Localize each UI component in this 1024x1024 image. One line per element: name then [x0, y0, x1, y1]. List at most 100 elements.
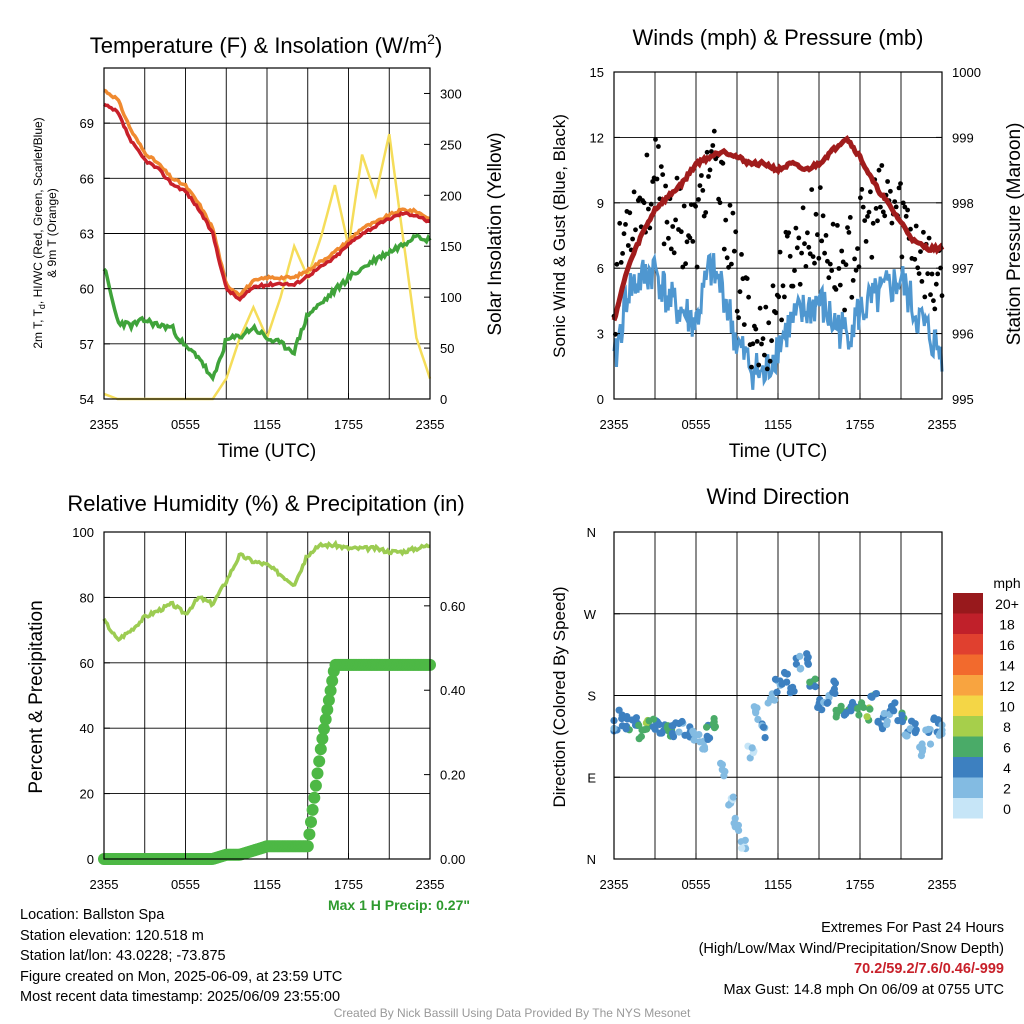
precip-point	[308, 791, 321, 804]
gust-point	[852, 256, 857, 262]
direction-point	[615, 706, 623, 714]
legend-label: 14	[999, 658, 1015, 674]
timestamp-line: Most recent data timestamp: 2025/06/09 2…	[20, 989, 341, 1005]
direction-point	[916, 743, 924, 751]
direction-point	[689, 727, 697, 735]
gust-point	[763, 304, 769, 310]
temperature-y2-tick-label: 300	[440, 86, 462, 101]
legend-label: 2	[1003, 781, 1011, 797]
gust-point	[839, 248, 845, 254]
direction-point	[717, 759, 725, 768]
direction-point	[830, 677, 838, 685]
temperature-y-axis-label-line2: & 9m T (Orange)	[45, 188, 59, 278]
gust-point	[803, 264, 809, 269]
gust-point	[696, 197, 701, 202]
gust-point	[746, 294, 751, 300]
temperature-y2-tick-label: 50	[440, 341, 454, 356]
gust-point	[779, 317, 784, 323]
direction-point	[883, 720, 891, 729]
legend-swatch	[953, 695, 983, 716]
gust-point	[658, 164, 664, 170]
latlon-line: Station lat/lon: 43.0228; -73.875	[20, 948, 226, 964]
direction-point	[880, 709, 888, 718]
gust-point	[815, 232, 820, 238]
gust-point	[630, 236, 635, 242]
max-precip-annotation: Max 1 H Precip: 0.27"	[328, 897, 470, 913]
legend-swatch	[953, 654, 983, 675]
gust-point	[694, 264, 700, 270]
direction-point	[898, 711, 906, 719]
gust-point	[684, 239, 690, 245]
direction-point	[635, 721, 643, 729]
winds-y-tick-label: 15	[590, 65, 604, 80]
humidity-x-tick-label: 0555	[171, 877, 200, 892]
gust-point	[913, 223, 919, 229]
direction-point	[855, 711, 863, 719]
gust-point	[731, 248, 737, 254]
direction-y-tick-label: N	[587, 525, 596, 540]
direction-point	[730, 819, 738, 827]
gust-point	[726, 264, 731, 270]
gust-point	[631, 189, 637, 195]
temperature-x-tick-label: 1155	[253, 417, 281, 432]
gust-point	[673, 217, 678, 223]
temperature-y-tick-label: 57	[80, 337, 94, 352]
direction-point	[824, 698, 832, 707]
gust-point	[931, 298, 936, 304]
gust-point	[753, 326, 759, 332]
gust-point	[922, 294, 928, 300]
legend-swatch	[953, 757, 983, 778]
direction-point	[773, 688, 781, 696]
temperature-x-tick-label: 2355	[416, 417, 445, 432]
gust-point	[813, 211, 819, 217]
legend-swatch	[953, 716, 983, 737]
gust-point	[847, 215, 853, 220]
gust-point	[793, 225, 799, 231]
humidity-y-tick-label: 100	[72, 525, 94, 540]
direction-y-tick-label: W	[584, 607, 597, 622]
gust-point	[889, 220, 895, 226]
max-gust-line: Max Gust: 14.8 mph On 06/09 at 0755 UTC	[723, 981, 1004, 998]
winds-y-tick-label: 3	[597, 327, 604, 342]
humidity-y2-tick-label: 0.00	[440, 852, 465, 867]
temp-2m-line	[103, 102, 431, 303]
temperature-x-tick-label: 0555	[171, 417, 200, 432]
winds-x-tick-label: 0555	[682, 417, 711, 432]
precip-point	[324, 684, 337, 697]
direction-point	[796, 652, 804, 660]
extremes-values: 70.2/59.2/7.6/0.46/-999	[854, 961, 1004, 977]
gust-point	[806, 244, 812, 250]
gust-point	[790, 283, 796, 289]
direction-point	[922, 726, 930, 734]
legend-swatch	[953, 634, 983, 655]
dewpoint-line	[102, 233, 432, 383]
gust-point	[620, 251, 625, 256]
direction-point	[804, 653, 812, 661]
direction-y-ticks: N E S W N	[584, 525, 620, 867]
temperature-y2-tick-label: 250	[440, 137, 462, 152]
gust-point	[912, 256, 918, 262]
gust-point	[744, 276, 750, 281]
humidity-y-tick-label: 20	[80, 787, 94, 802]
temperature-x-axis-label: Time (UTC)	[218, 441, 317, 462]
direction-point	[818, 706, 826, 714]
humidity-y-tick-label: 80	[80, 590, 94, 605]
gust-point	[710, 143, 716, 148]
direction-point	[748, 744, 756, 752]
gust-point	[805, 230, 810, 236]
direction-point	[804, 660, 813, 668]
temperature-y-tick-label: 69	[80, 116, 94, 131]
humidity-y-axis-label: Percent & Precipitation	[26, 600, 47, 793]
precip-point	[314, 743, 327, 756]
temperature-y2-tick-label: 0	[440, 392, 447, 407]
gust-point	[700, 188, 706, 193]
gust-point	[678, 229, 684, 235]
direction-point	[649, 715, 658, 723]
direction-point	[675, 728, 683, 736]
gust-point	[729, 261, 734, 267]
direction-point	[668, 729, 677, 738]
humidity-y-tick-label: 60	[80, 656, 94, 671]
speed-legend-title: mph	[993, 575, 1020, 591]
direction-point	[703, 723, 711, 731]
gust-point	[892, 199, 898, 205]
